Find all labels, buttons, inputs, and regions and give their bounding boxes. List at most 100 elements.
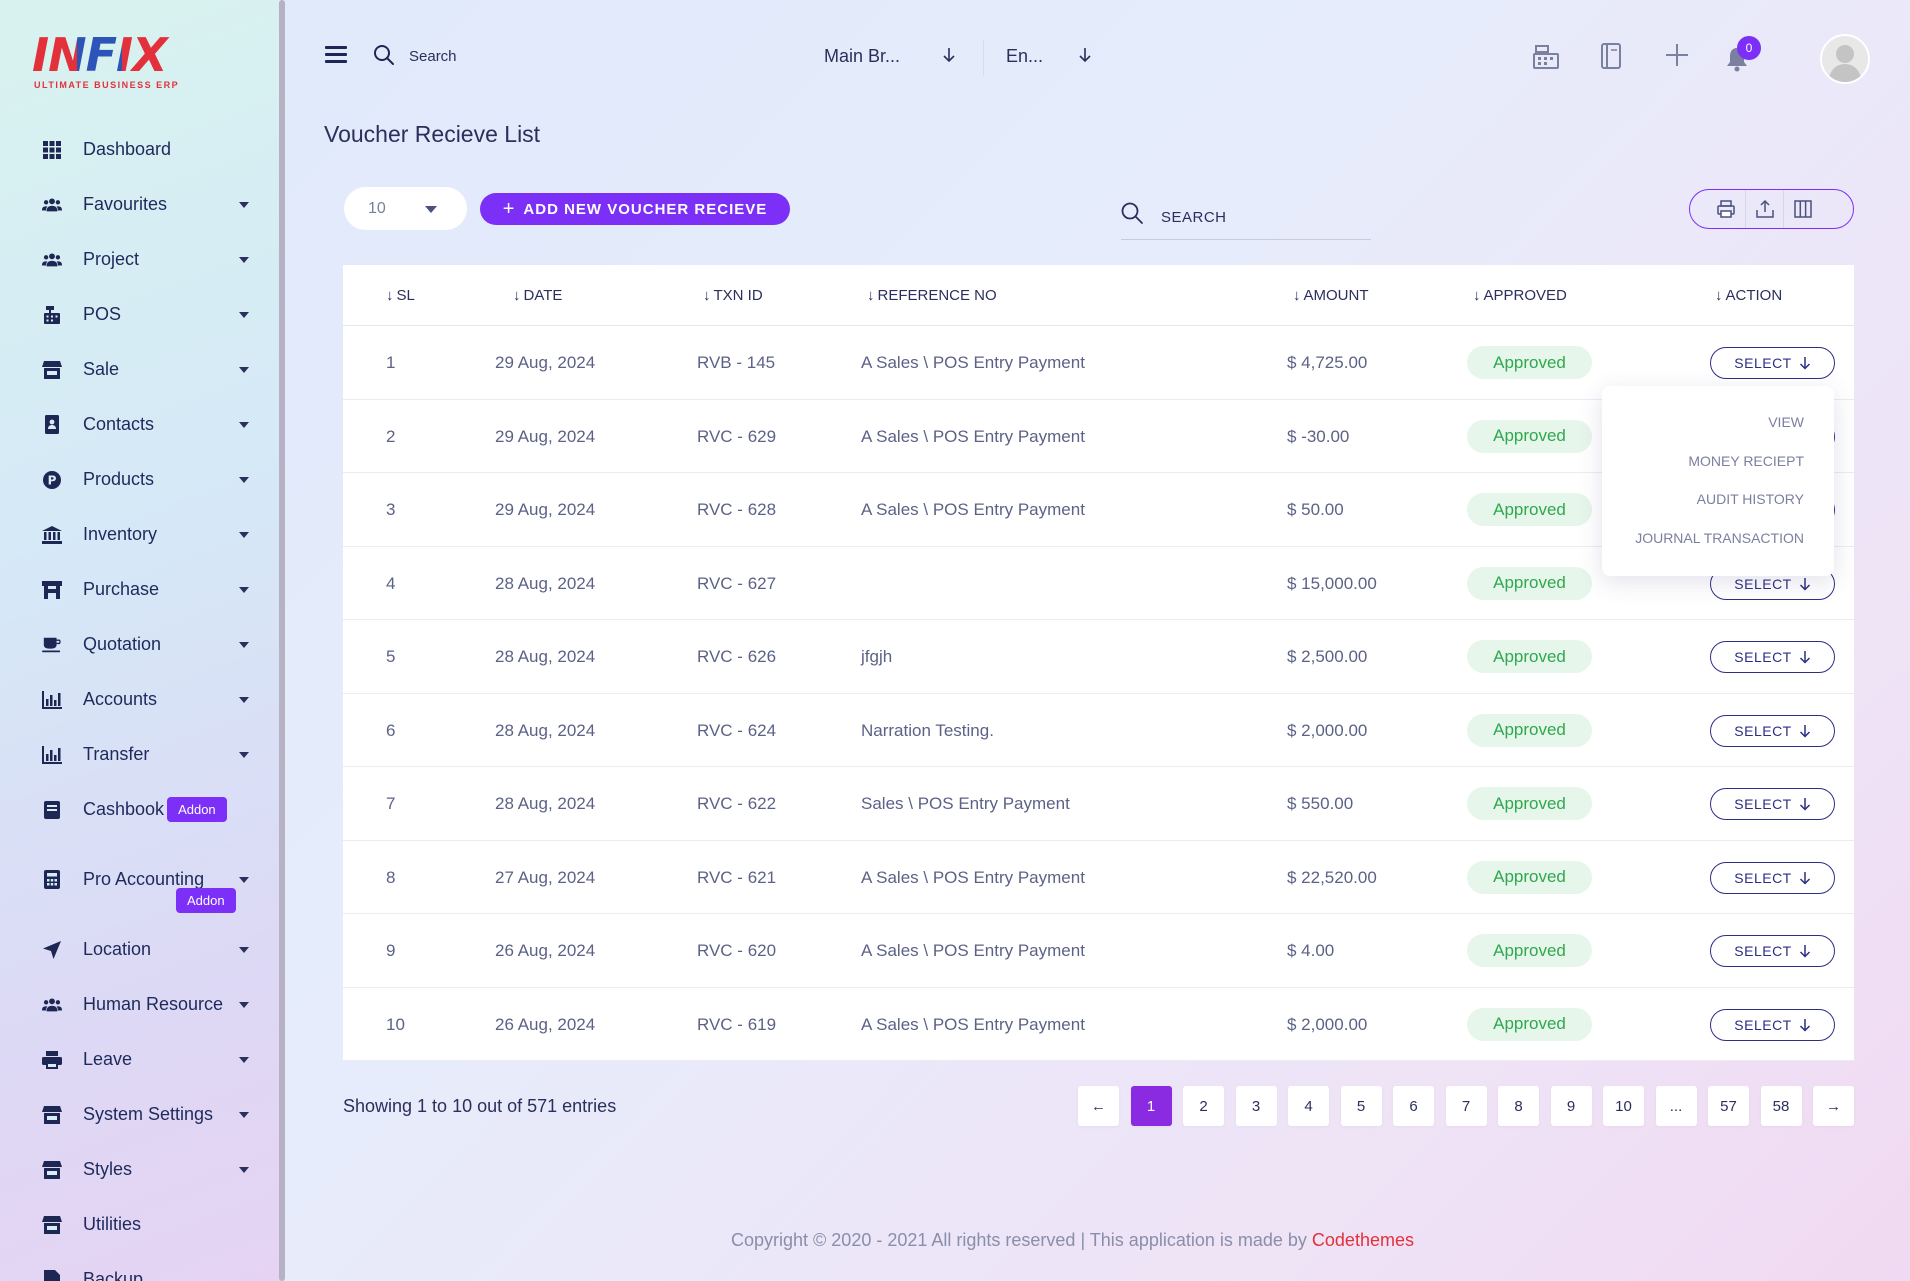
prev-page-button[interactable]: ← xyxy=(1078,1086,1119,1126)
page-button-3[interactable]: 3 xyxy=(1235,1086,1277,1126)
language-selector[interactable]: En... xyxy=(1006,46,1044,66)
page-button-2[interactable]: 2 xyxy=(1183,1086,1224,1126)
cell-txn-id: RVC - 629 xyxy=(697,426,777,446)
sidebar-item-favourites[interactable]: Favourites xyxy=(0,177,279,232)
action-menu-item-view[interactable]: VIEW xyxy=(1768,414,1804,430)
sidebar-item-location[interactable]: Location xyxy=(0,922,279,977)
sidebar-item-transfer[interactable]: Transfer xyxy=(0,727,279,782)
sidebar-item-human-resource[interactable]: Human Resource xyxy=(0,977,279,1032)
action-menu-item-money-reciept[interactable]: MONEY RECIEPT xyxy=(1688,452,1804,469)
header-approved[interactable]: ↓ APPROVED xyxy=(1473,287,1567,304)
page-button-57[interactable]: 57 xyxy=(1708,1086,1749,1126)
select-action-button[interactable]: SELECT xyxy=(1710,641,1835,673)
cell-txn-id: RVC - 621 xyxy=(697,867,777,887)
cell-date: 29 Aug, 2024 xyxy=(495,353,596,372)
page-ellipsis[interactable]: ... xyxy=(1655,1086,1697,1126)
status-badge: Approved xyxy=(1467,346,1592,379)
users-icon xyxy=(42,250,62,270)
columns-button[interactable] xyxy=(1783,190,1821,228)
action-menu-item-audit-history[interactable]: AUDIT HISTORY xyxy=(1696,491,1804,507)
next-page-button[interactable]: → xyxy=(1813,1086,1854,1126)
branch-selector[interactable]: Main Br... xyxy=(824,46,901,66)
sidebar-item-label: Transfer xyxy=(83,744,150,764)
sidebar-item-label: Backup xyxy=(83,1269,144,1281)
sidebar-item-quotation[interactable]: Quotation xyxy=(0,617,279,672)
print-button[interactable] xyxy=(1707,190,1745,228)
caret-down-icon xyxy=(239,1056,249,1063)
cash-register-icon[interactable] xyxy=(1532,42,1560,70)
table-search-input[interactable] xyxy=(1121,196,1371,240)
sidebar-item-utilities[interactable]: Utilities xyxy=(0,1197,279,1252)
header-date[interactable]: ↓ DATE xyxy=(513,287,563,304)
footer-brand-link[interactable]: Codethemes xyxy=(1311,1230,1414,1250)
language-arrow-down-icon[interactable] xyxy=(1077,46,1093,64)
select-label: SELECT xyxy=(1734,869,1792,886)
export-button[interactable] xyxy=(1745,190,1783,228)
sidebar-item-project[interactable]: Project xyxy=(0,232,279,287)
sidebar-item-inventory[interactable]: Inventory xyxy=(0,507,279,562)
page-button-6[interactable]: 6 xyxy=(1393,1086,1434,1126)
cell-reference: Sales \ POS Entry Payment xyxy=(861,794,1070,813)
table-toolbar xyxy=(1689,189,1854,229)
add-voucher-button[interactable]: + ADD NEW VOUCHER RECIEVE xyxy=(480,193,790,225)
sidebar-item-system-settings[interactable]: System Settings xyxy=(0,1087,279,1142)
menu-toggle-icon[interactable] xyxy=(325,46,347,63)
header-sl[interactable]: ↓ SL xyxy=(386,287,415,304)
sidebar-item-accounts[interactable]: Accounts xyxy=(0,672,279,727)
sort-arrow-icon: ↓ xyxy=(867,287,875,304)
sidebar-item-backup[interactable]: Backup xyxy=(0,1252,279,1281)
branch-arrow-down-icon[interactable] xyxy=(941,46,957,64)
page-button-10[interactable]: 10 xyxy=(1603,1086,1644,1126)
caret-down-icon xyxy=(425,206,437,213)
sidebar-item-sale[interactable]: Sale xyxy=(0,342,279,397)
select-action-button[interactable]: SELECT xyxy=(1710,861,1835,894)
sidebar-item-pos[interactable]: POS xyxy=(0,287,279,342)
cell-txn-id: RVC - 624 xyxy=(697,720,777,740)
page-title: Voucher Recieve List xyxy=(324,121,541,147)
sidebar-item-pro-accounting[interactable]: Pro Accounting Addon xyxy=(0,837,279,922)
sidebar-scrollbar[interactable] xyxy=(279,0,285,1281)
sidebar-item-label: Sale xyxy=(83,359,120,379)
status-badge: Approved xyxy=(1467,1007,1592,1041)
search-icon xyxy=(1121,202,1143,224)
header-txn-id[interactable]: ↓ TXN ID xyxy=(703,287,763,304)
page-size-select[interactable]: 10 xyxy=(344,187,467,230)
page-button-5[interactable]: 5 xyxy=(1340,1086,1382,1126)
notebook-icon[interactable] xyxy=(1599,42,1623,70)
header-action[interactable]: ↓ ACTION xyxy=(1715,287,1783,304)
page-button-8[interactable]: 8 xyxy=(1498,1086,1539,1126)
sidebar-item-purchase[interactable]: Purchase xyxy=(0,562,279,617)
sidebar-item-contacts[interactable]: Contacts xyxy=(0,397,279,452)
page-button-7[interactable]: 7 xyxy=(1445,1086,1487,1126)
caret-down-icon xyxy=(239,1111,249,1118)
store-icon xyxy=(42,1160,62,1180)
select-action-button[interactable]: SELECT xyxy=(1710,935,1835,967)
voucher-table: ↓ SL ↓ DATE ↓ TXN ID ↓ REFERENCE NO ↓ AMOUNT … xyxy=(343,265,1854,1061)
action-menu-item-journal-transaction[interactable]: JOURNAL TRANSACTION xyxy=(1635,529,1804,546)
select-action-button[interactable]: SELECT xyxy=(1710,347,1835,379)
sidebar-item-cashbook[interactable]: Cashbook Addon xyxy=(0,782,279,837)
page-button-1[interactable]: 1 xyxy=(1130,1086,1172,1126)
plus-icon[interactable] xyxy=(1664,42,1690,68)
arrow-down-icon xyxy=(1799,357,1810,370)
header-reference-no[interactable]: ↓ REFERENCE NO xyxy=(867,287,997,304)
page-button-4[interactable]: 4 xyxy=(1288,1086,1329,1126)
grid-icon xyxy=(42,140,62,160)
sidebar-item-leave[interactable]: Leave xyxy=(0,1032,279,1087)
page-button-9[interactable]: 9 xyxy=(1550,1086,1592,1126)
top-search-input[interactable] xyxy=(409,36,609,76)
header-amount[interactable]: ↓ AMOUNT xyxy=(1293,287,1369,304)
page-button-58[interactable]: 58 xyxy=(1760,1086,1802,1126)
sidebar-item-products[interactable]: P Products xyxy=(0,452,279,507)
logo[interactable]: INFIX ULTIMATE BUSINESS ERP xyxy=(32,32,182,92)
sidebar-item-label: Contacts xyxy=(83,414,155,434)
sidebar-item-styles[interactable]: Styles xyxy=(0,1142,279,1197)
bank-icon xyxy=(42,525,62,545)
select-action-button[interactable]: SELECT xyxy=(1710,1008,1835,1041)
avatar[interactable] xyxy=(1820,34,1870,84)
sidebar-item-dashboard[interactable]: Dashboard xyxy=(0,122,279,177)
select-action-button[interactable]: SELECT xyxy=(1710,714,1835,747)
select-action-button[interactable]: SELECT xyxy=(1710,788,1835,820)
store-icon xyxy=(42,1215,62,1235)
cell-sl: 6 xyxy=(386,720,396,740)
